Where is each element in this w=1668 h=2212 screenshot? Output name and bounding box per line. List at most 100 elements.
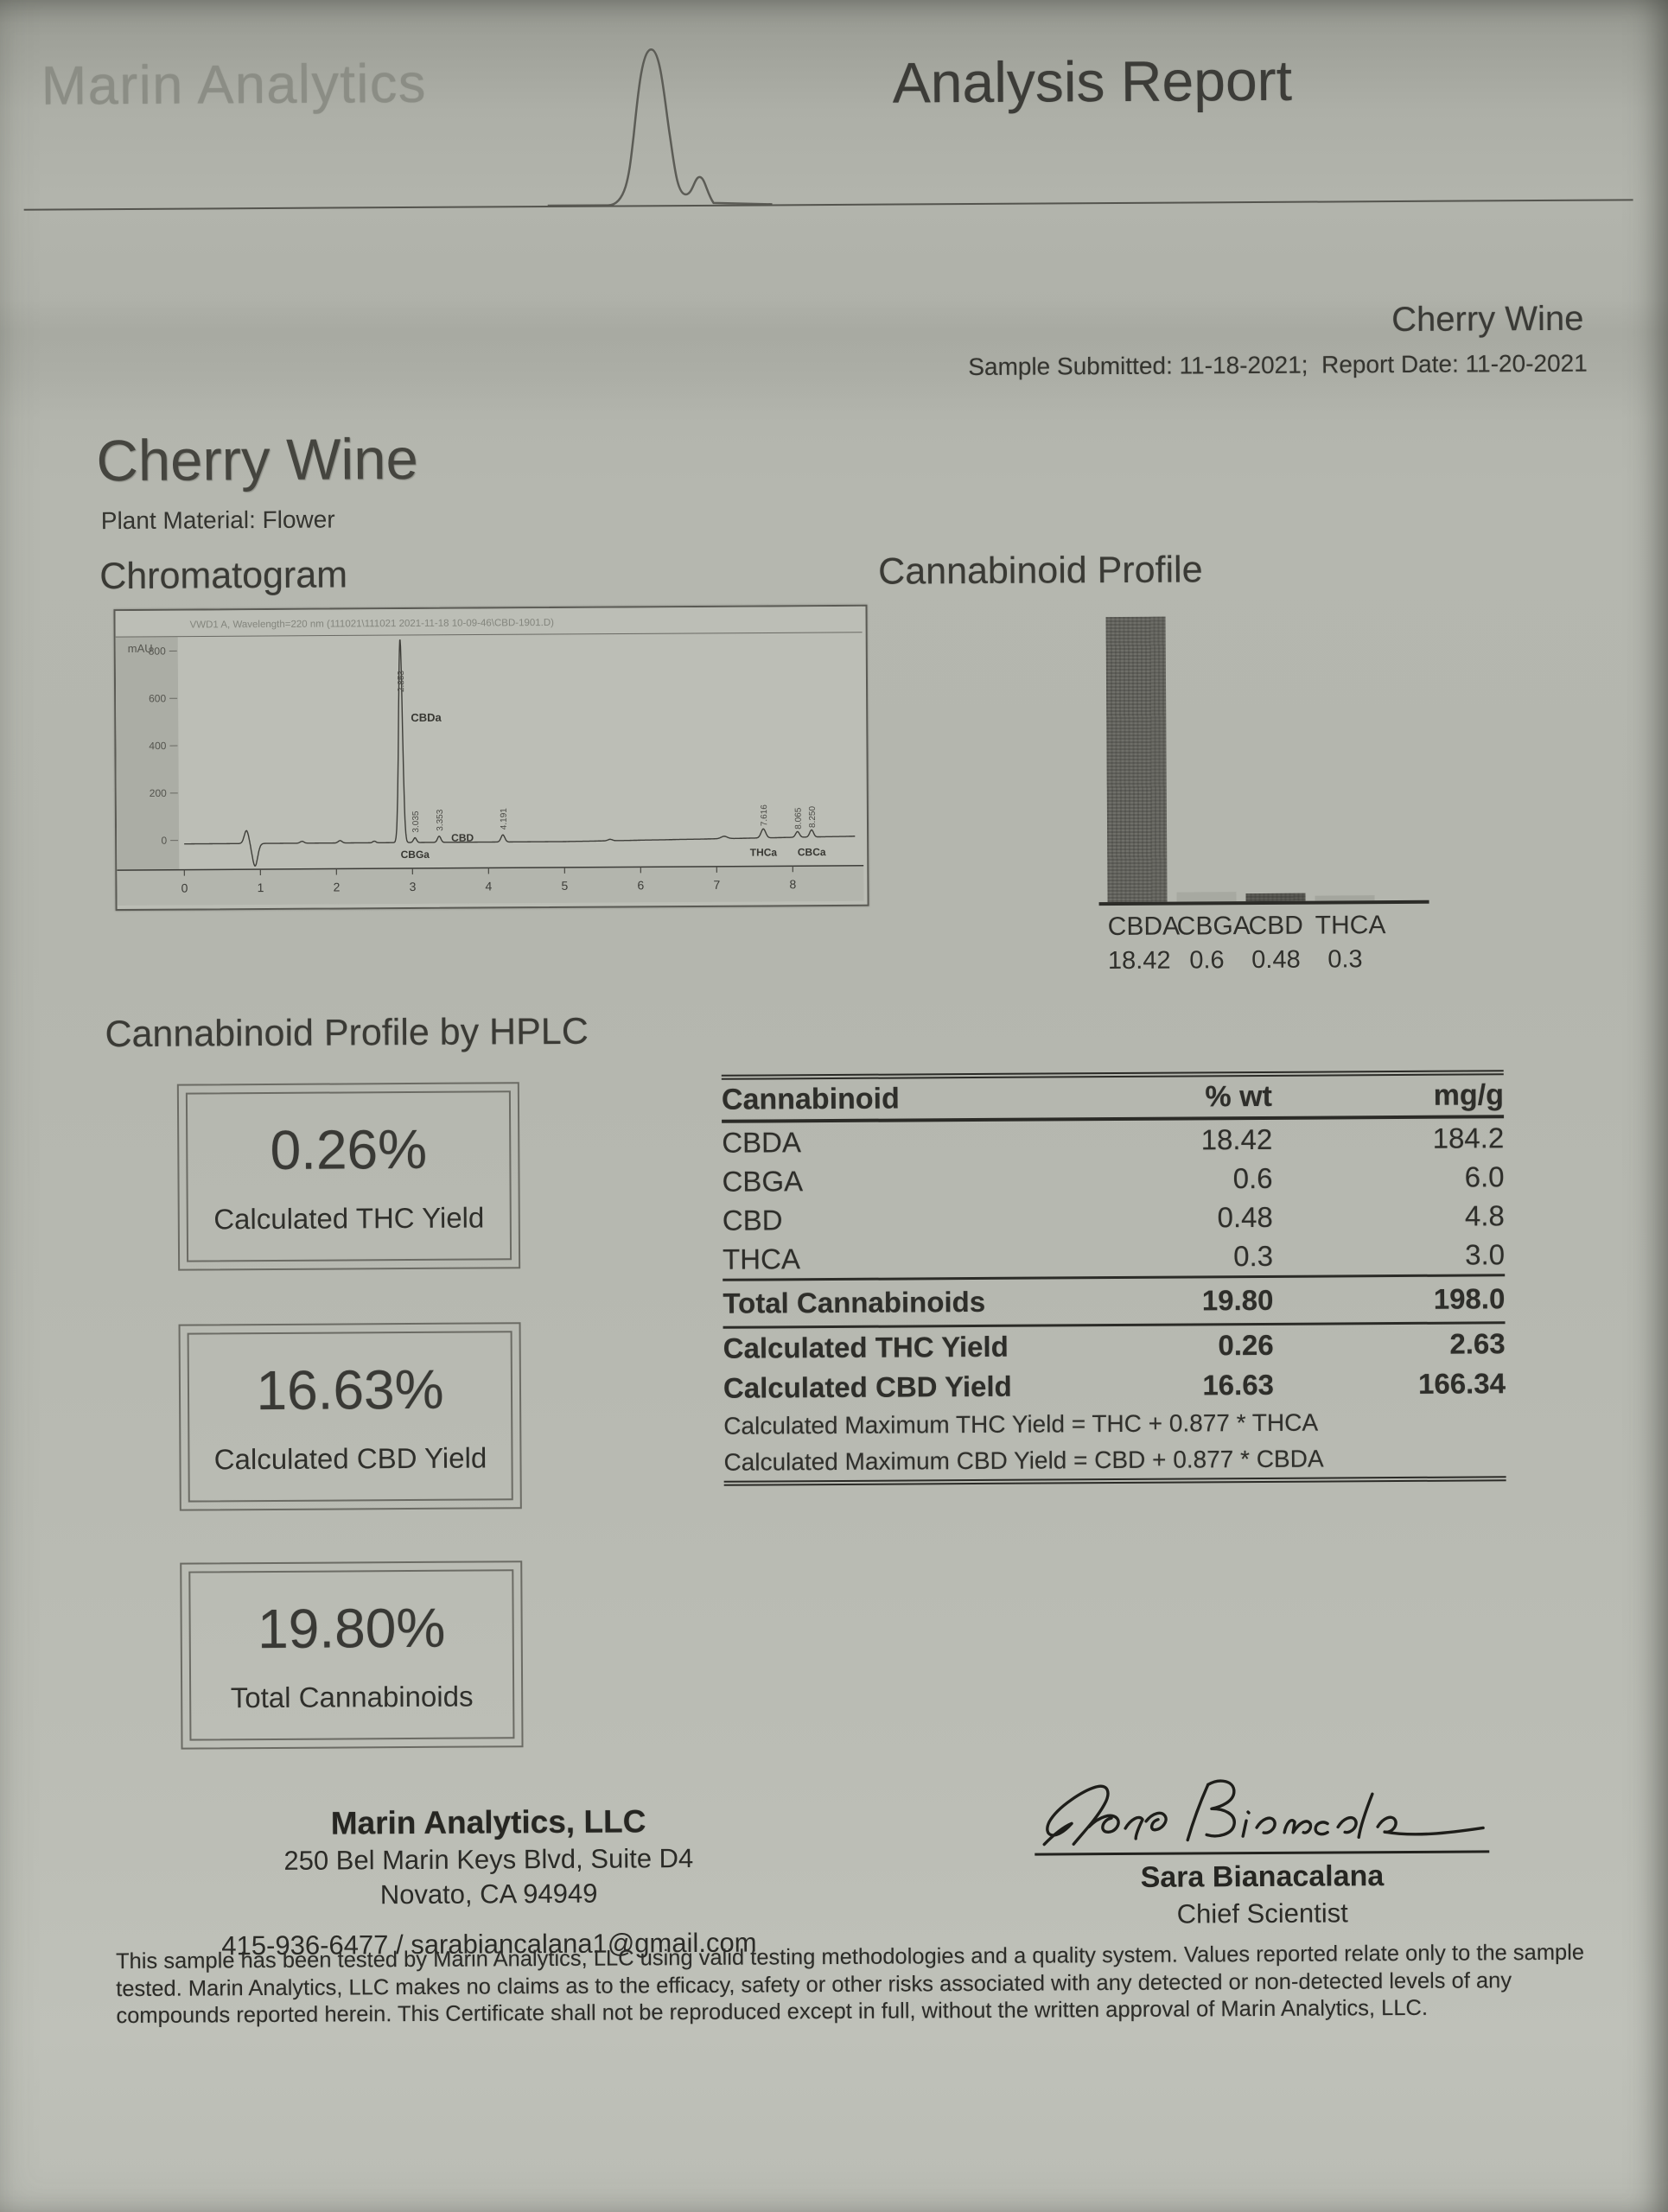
table-note-row-cell: Calculated Maximum CBD Yield = CBD + 0.8… [723,1445,1324,1476]
lab-contact-block: Marin Analytics, LLC 250 Bel Marin Keys … [201,1802,776,1961]
table-header-row-cell: mg/g [1433,1077,1505,1112]
chromatogram-panel: VWD1 A, Wavelength=220 nm (111021\111021… [113,604,869,912]
table-row-cell: 18.42 [1200,1122,1273,1155]
table-calc-row: Calculated CBD Yield 16.63 166.34 [723,1363,1506,1408]
table-total-row-cell: 19.80 [1201,1283,1274,1317]
cannabinoid-profile-heading: Cannabinoid Profile [878,549,1203,593]
table-row: CBDA 18.42 184.2 [722,1118,1504,1162]
table-note-row: Calculated Maximum THC Yield = THC + 0.8… [723,1403,1506,1445]
signer-title: Chief Scientist [1176,1897,1348,1929]
retention-time-label: 7.616 [760,804,769,827]
summary-label: Calculated CBD Yield [213,1441,487,1476]
x-tick-label: 7 [713,878,720,892]
cannabinoid-profile-chart: CBDA CBGA CBD THCA 18.42 0.6 0.48 0.3 [1073,600,1455,982]
x-tick-label: 5 [561,879,568,893]
y-tick-label: 600 [149,692,166,704]
table-row-cell: THCA [722,1242,801,1275]
table-row-cell: 3.0 [1465,1237,1506,1271]
retention-time-label: 8.065 [794,807,804,830]
signer-name: Sara Bianacalana [1140,1859,1385,1894]
table-calc-row-cell: Calculated CBD Yield [723,1370,1012,1404]
peak-compound-label: CBGa [401,849,430,861]
bar-value-label: 0.48 [1251,945,1301,975]
summary-label: Total Cannabinoids [230,1680,474,1714]
table-row: CBGA 0.6 6.0 [722,1157,1504,1201]
lab-company-name: Marin Analytics, LLC [330,1803,646,1841]
profile-bar-cbda [1105,616,1168,903]
retention-time-label: 3.353 [436,809,445,831]
y-axis-label: mAU [128,642,153,655]
sample-title: Cherry Wine [96,426,418,494]
chromatogram-plot: VWD1 A, Wavelength=220 nm (111021\111021… [115,606,864,906]
instrument-title: VWD1 A, Wavelength=220 nm (111021\111021… [190,618,555,631]
table-calc-row-cell: 166.34 [1417,1367,1506,1400]
table-calc-row-cell: 2.63 [1449,1327,1506,1360]
table-row-cell: 184.2 [1432,1121,1505,1154]
table-row: THCA 0.3 3.0 [723,1235,1505,1279]
table-row-cell: 6.0 [1464,1160,1505,1193]
bar-category-label: CBD [1248,911,1304,941]
bar-value-label: 18.42 [1107,946,1171,976]
retention-time-label: 3.035 [411,810,421,833]
report-title: Analysis Report [892,48,1293,115]
table-row-cell: 4.8 [1464,1198,1505,1232]
summary-value: 19.80% [257,1596,446,1661]
table-note-row: Calculated Maximum CBD Yield = CBD + 0.8… [723,1440,1506,1481]
table-total-row-cell: 198.0 [1433,1282,1506,1315]
table-total-row-cell: Total Cannabinoids [723,1285,986,1319]
signature [1042,1779,1485,1847]
summary-value: 0.26% [270,1117,428,1181]
x-tick-label: 1 [257,880,264,894]
hplc-table: Cannabinoid % wt mg/g CBDA 18.42 184.2 CBGA 0.6… [721,1070,1506,1486]
summary-box-cbd: 16.63% Calculated CBD Yield [178,1322,522,1511]
y-tick-label: 400 [149,740,166,752]
x-tick-label: 8 [789,877,796,891]
summary-box-inner: 19.80% Total Cannabinoids [188,1569,515,1741]
table-calc-row: Calculated THC Yield 0.26 2.63 [723,1324,1506,1369]
lab-brand: Marin Analytics [41,53,428,117]
table-calc-row-cell: 16.63 [1202,1368,1275,1402]
profile-bar-cbga [1176,892,1237,902]
chromatogram-trace [184,639,856,867]
table-header-row-cell: % wt [1205,1079,1273,1113]
chromatogram-peak-logo-icon [547,48,773,207]
table-row-cell: CBGA [722,1164,804,1198]
peak-compound-label: CBDa [411,711,442,724]
table-header-row-cell: Cannabinoid [721,1082,900,1116]
summary-box-total: 19.80% Total Cannabinoids [180,1560,524,1750]
table-total-row: Total Cannabinoids 19.80 198.0 [723,1274,1506,1329]
peak-compound-label: CBD [451,832,474,844]
bar-category-label: CBDA [1107,912,1181,942]
table-row: CBD 0.48 4.8 [723,1196,1505,1240]
table-row-cell: CBD [722,1203,783,1236]
sample-dates: Sample Submitted: 11-18-2021; Report Dat… [968,349,1588,381]
retention-time-label: 8.250 [808,806,818,829]
plant-material: Plant Material: Flower [100,505,335,535]
title-separator [115,632,863,638]
bar-category-label: THCA [1315,911,1386,940]
table-row-cell: 0.48 [1217,1200,1273,1233]
bar-category-label: CBGA [1176,912,1251,941]
chromatogram-heading: Chromatogram [99,554,348,598]
bar-value-label: 0.6 [1189,946,1225,975]
plot-background [115,606,864,906]
sample-name-header: Cherry Wine [1391,299,1584,340]
profile-bar-values: 18.42 0.6 0.48 0.3 [1075,945,1455,976]
y-tick-label: 800 [149,645,166,658]
x-tick-label: 2 [333,880,340,893]
bar-value-label: 0.3 [1327,945,1363,974]
summary-box-thc: 0.26% Calculated THC Yield [176,1082,521,1271]
table-header-row: Cannabinoid % wt mg/g [721,1075,1505,1123]
table-calc-row-cell: Calculated THC Yield [723,1330,1009,1364]
retention-time-label: 4.191 [500,808,509,830]
table-row-cell: 0.6 [1232,1161,1273,1194]
x-axis-strip [117,865,864,906]
y-tick-label: 200 [150,787,167,799]
header-rule [23,199,1633,211]
peak-compound-label: THCa [750,846,778,858]
x-tick-label: 3 [409,880,416,893]
retention-time-label: 2.853 [397,671,406,693]
y-tick-label: 0 [161,835,167,847]
table-row-cell: 0.3 [1233,1239,1274,1272]
